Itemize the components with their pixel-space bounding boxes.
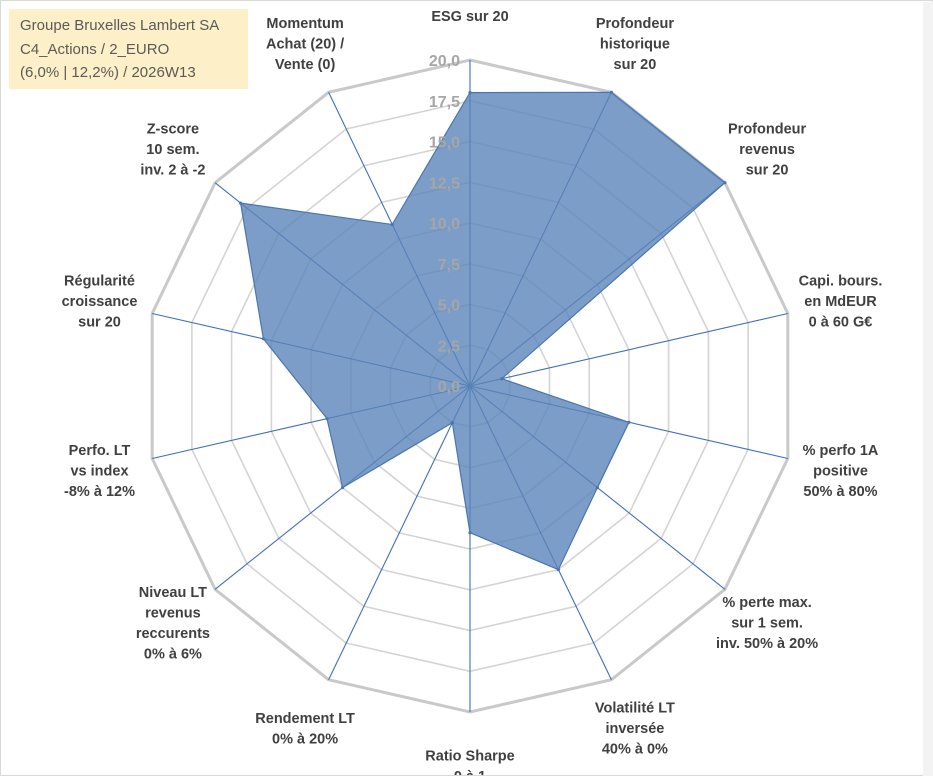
axis-label-1: Profondeur historique sur 20	[596, 16, 674, 73]
data-point-0	[468, 91, 472, 95]
axis-label-8: Rendement LT 0% à 20%	[255, 711, 355, 748]
tick-label-1: 2,5	[438, 338, 460, 355]
data-point-13	[390, 222, 394, 227]
period-label: (6,0% | 12,2%) / 2026W13	[20, 64, 196, 81]
axis-label-0: NoteESG sur 20	[431, 1, 508, 25]
axis-label-12: Z-score 10 sem. inv. 2 à -2	[140, 121, 205, 178]
tick-label-7: 17,5	[429, 94, 460, 111]
data-point-5	[595, 486, 600, 490]
category-label: C4_Actions / 2_EURO	[20, 40, 170, 58]
series-area	[239, 91, 726, 571]
tick-label-2: 5,0	[438, 298, 460, 315]
axis-label-13: Momentum Achat (20) / Vente (0)	[266, 16, 344, 73]
axis-label-7: Ratio Sharpe0 à 1	[425, 749, 514, 776]
data-point-9	[341, 486, 345, 490]
scroll-strip	[923, 2, 933, 776]
tick-label-8: 20,0	[429, 53, 460, 70]
data-point-10	[325, 417, 329, 421]
tick-label-6: 15,0	[429, 135, 460, 152]
data-point-4	[627, 420, 631, 424]
spoke-8	[328, 385, 471, 680]
data-point-2	[723, 181, 727, 185]
radial-tick-labels: 0,0 2,5 5,0 7,5 10,0 12,5 15,0 17,5 20,0	[429, 53, 460, 396]
info-box: Groupe Bruxelles Lambert SA C4_Actions /…	[9, 9, 248, 89]
tick-label-0: 0,0	[438, 379, 460, 396]
data-point-1	[609, 90, 614, 94]
axis-label-3: Capi. bours. en MdEUR 0 à 60 G€	[799, 274, 883, 331]
axis-label-10: Perfo. LT vs index -8% à 12%	[64, 443, 135, 500]
axis-label-4: % perfo 1A positive 50% à 80%	[803, 443, 879, 500]
axis-label-11: Régularité croissance sur 20	[62, 274, 138, 331]
data-point-6	[556, 568, 561, 572]
tick-label-5: 12,5	[429, 175, 460, 192]
axis-label-9: Niveau LT revenus reccurents 0% à 6%	[136, 585, 210, 663]
radar-series	[239, 90, 727, 572]
tick-label-4: 10,0	[429, 216, 460, 233]
data-point-8	[450, 421, 454, 425]
axis-label-6: Volatilité LT inversée 40% à 0%	[595, 701, 675, 758]
data-point-3	[500, 377, 504, 381]
data-point-12	[239, 201, 243, 205]
axis-label-2: Profondeur revenus sur 20	[728, 121, 806, 178]
tick-label-3: 7,5	[438, 257, 460, 274]
axis-label-5: % perte max. sur 1 sem. inv. 50% à 20%	[716, 595, 818, 652]
data-point-11	[261, 337, 265, 341]
spoke-3	[469, 312, 788, 387]
company-name: Groupe Bruxelles Lambert SA	[20, 17, 220, 34]
data-point-7	[468, 531, 472, 535]
